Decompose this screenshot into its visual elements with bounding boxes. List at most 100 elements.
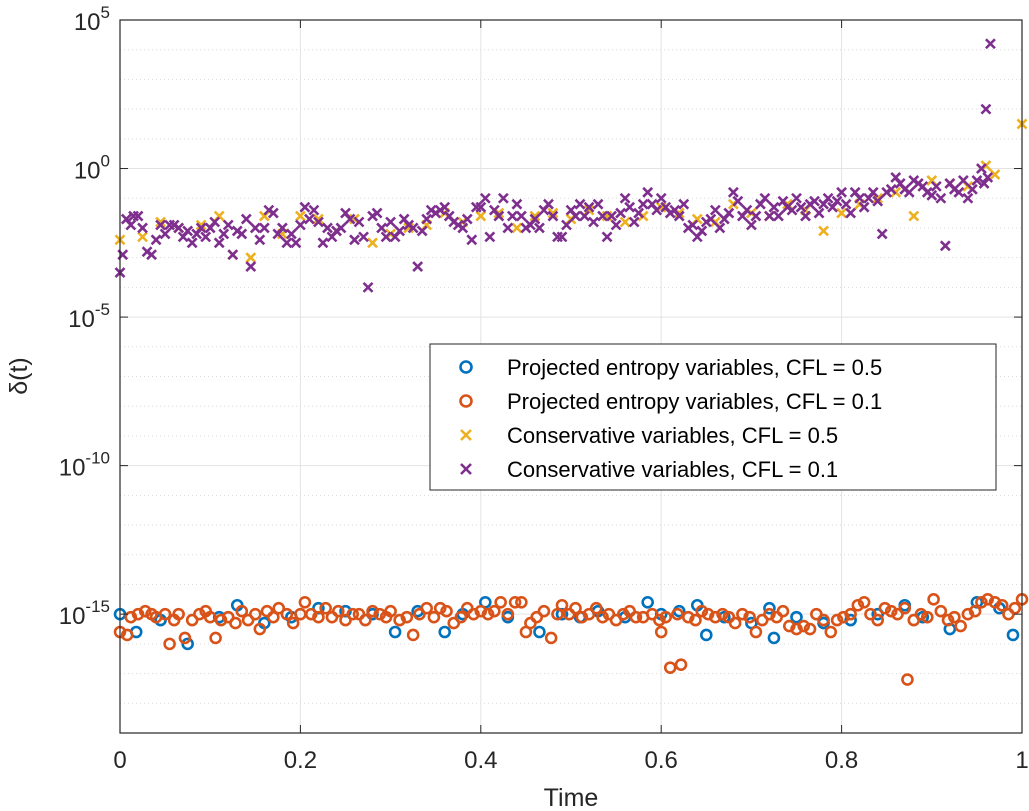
data-point (245, 252, 257, 264)
x-tick-label: 0.6 (645, 747, 678, 774)
data-point (641, 595, 654, 609)
data-point (582, 607, 596, 621)
legend-box (429, 343, 997, 491)
y-axis-title: δ(t) (5, 357, 33, 395)
data-point (420, 601, 433, 615)
data-point (222, 219, 234, 231)
y-tick-label: 10-5 (68, 300, 110, 333)
data-point (687, 219, 699, 231)
data-point (878, 601, 892, 615)
legend-item: Projected entropy variables, CFL = 0.5 (459, 355, 882, 380)
data-point (358, 231, 369, 243)
data-point (195, 219, 207, 231)
data-point (926, 189, 938, 201)
data-point (763, 601, 776, 615)
legend-marker (460, 463, 472, 475)
data-point (447, 616, 461, 630)
data-point (388, 625, 402, 639)
data-point (579, 210, 590, 222)
y-tick-label: 100 (74, 152, 110, 185)
data-point (845, 207, 857, 219)
data-point (294, 219, 306, 231)
data-point (407, 222, 419, 234)
data-point (651, 204, 663, 216)
data-point (481, 607, 495, 621)
data-point (319, 601, 332, 615)
data-point (678, 198, 690, 210)
data-point (371, 207, 383, 219)
data-point (871, 613, 884, 627)
data-point (569, 601, 582, 615)
data-point (831, 195, 843, 207)
data-point (155, 219, 167, 231)
legend-marker (459, 394, 473, 408)
data-point (313, 216, 324, 228)
data-point (699, 628, 713, 642)
data-point (574, 198, 586, 210)
data-point (803, 622, 817, 636)
data-point (529, 213, 541, 225)
data-point (818, 225, 829, 237)
data-point (241, 613, 255, 627)
data-point (763, 607, 776, 621)
legend-marker (459, 360, 473, 374)
data-point (768, 201, 780, 213)
data-point (876, 228, 888, 240)
data-point (939, 240, 951, 252)
data-point (1006, 628, 1020, 642)
data-point (249, 222, 261, 234)
data-point (475, 201, 487, 213)
data-point (629, 610, 643, 624)
data-point (749, 625, 763, 639)
data-point (776, 604, 790, 618)
data-point (790, 622, 803, 636)
data-point (790, 610, 803, 624)
data-point (502, 222, 514, 234)
y-tick-label: 105 (74, 3, 110, 36)
data-point (671, 607, 684, 621)
data-point (530, 610, 544, 624)
data-point (989, 169, 1001, 180)
data-point (466, 234, 478, 246)
data-point (797, 619, 811, 633)
data-point (439, 201, 451, 213)
data-point (844, 607, 857, 621)
data-point (146, 249, 157, 261)
data-point (851, 598, 865, 612)
data-point (597, 210, 608, 222)
data-point (506, 210, 518, 222)
data-point (353, 216, 365, 228)
data-point (741, 204, 753, 216)
data-point (773, 210, 784, 222)
data-point (254, 234, 266, 246)
data-point (606, 210, 618, 222)
data-point (155, 216, 167, 228)
data-point (479, 192, 491, 204)
data-point (981, 593, 995, 606)
data-point (592, 198, 604, 210)
data-point (617, 607, 630, 621)
data-point (253, 622, 267, 636)
data-point (743, 610, 756, 624)
data-point (854, 192, 866, 204)
data-point (570, 210, 581, 222)
data-point (515, 595, 528, 609)
data-point (131, 607, 145, 621)
y-axis-ticks: 105 100 10-5 10-10 10-15 (59, 3, 1022, 630)
data-point (366, 604, 379, 618)
data-point (150, 234, 162, 246)
data-point (645, 607, 659, 621)
data-point (975, 595, 988, 609)
legend-label: Projected entropy variables, CFL = 0.1 (507, 389, 882, 414)
data-point (745, 219, 757, 231)
data-point (975, 163, 987, 174)
data-point (764, 210, 775, 222)
data-point (971, 175, 983, 186)
data-point (791, 192, 802, 204)
data-point (339, 613, 352, 627)
data-point (534, 222, 545, 234)
data-point (759, 192, 771, 204)
legend-label: Projected entropy variables, CFL = 0.5 (507, 355, 882, 380)
data-point (438, 625, 452, 639)
data-point (601, 231, 613, 243)
